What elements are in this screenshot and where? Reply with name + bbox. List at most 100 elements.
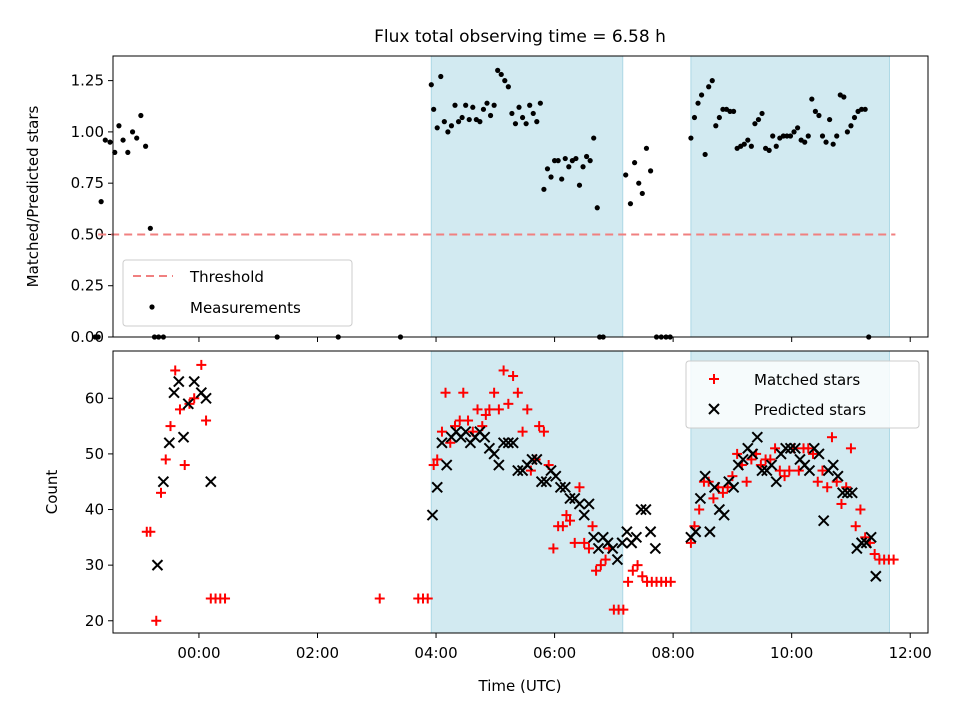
matched-star-point [779, 471, 790, 482]
predicted-star-point-b [163, 437, 176, 449]
matched-star-point [174, 404, 185, 415]
bottom-y-axis-ticks: 20 30 40 50 60 [85, 389, 113, 630]
predicted-star-point [559, 481, 571, 493]
predicted-star-point-b [770, 476, 782, 488]
predicted-star-point-b [846, 487, 858, 499]
matched-star-point [440, 387, 451, 398]
measurement-point [480, 106, 487, 112]
matched-star-point [151, 615, 162, 626]
matched-star-point [428, 460, 439, 471]
measurement-point [745, 137, 751, 143]
measurement-point [129, 129, 136, 135]
bottom-legend: Matched stars Predicted stars [685, 360, 920, 429]
measurement-point [784, 133, 790, 139]
measurement-point [452, 102, 458, 108]
predicted-star-point-b [564, 492, 576, 505]
y-tick-label: 0.50 [71, 225, 104, 243]
measurement-point [713, 123, 719, 129]
predicted-star-point-b [794, 453, 806, 466]
measurement-point [709, 78, 715, 84]
predicted-star-point [630, 531, 643, 544]
predicted-star-point-b [836, 487, 849, 499]
measurement-point [541, 186, 547, 192]
measurement-point [555, 158, 561, 164]
measurement-point [636, 180, 642, 186]
matched-star-point [189, 393, 200, 404]
matched-star-point [888, 554, 899, 565]
predicted-star-point-b [708, 481, 721, 493]
matched-star-point [538, 426, 549, 437]
predicted-star-point-b [827, 459, 839, 471]
predicted-star-point-b [182, 398, 194, 410]
matched-star-point [741, 476, 752, 487]
matched-star-point [793, 465, 804, 476]
matched-star-point [564, 515, 575, 526]
predicted-star-point [813, 448, 825, 460]
matched-star-point [196, 359, 207, 370]
measurement-point [516, 104, 522, 110]
predicted-star-point-b [817, 514, 830, 527]
measurement-point [741, 141, 747, 147]
shaded-interval-1 [690, 55, 890, 338]
top-legend: Threshold Measurements [122, 259, 353, 327]
measurement-point [695, 100, 701, 106]
measurement-point [594, 205, 600, 211]
matched-star-point [220, 593, 231, 604]
top-legend-box [122, 259, 353, 327]
x-tick-label: 12:00 [889, 644, 932, 662]
measurement-point [716, 114, 722, 121]
matched-star-point [561, 510, 572, 521]
measurement-point [859, 106, 865, 112]
x-tick-label: 06:00 [533, 644, 576, 662]
measurement-point [537, 100, 543, 106]
matched-star-point [784, 465, 795, 476]
matched-star-point [579, 537, 590, 548]
measurement-point [834, 133, 840, 139]
matched-star-point [480, 409, 491, 420]
measurement-point [523, 121, 529, 127]
predicted-star-point [817, 514, 830, 527]
predicted-star-point-b [554, 481, 567, 493]
matched-star-point [160, 454, 171, 465]
predicted-star-point [493, 459, 505, 471]
measurement-point [559, 176, 565, 182]
y-tick-label: 50 [85, 445, 104, 463]
matched-star-point [170, 365, 181, 376]
measurement-point [147, 225, 153, 231]
predicted-star-point-b [512, 464, 524, 477]
x-tick-label: 00:00 [177, 644, 220, 662]
measurement-point [759, 110, 765, 117]
predicted-star-point [694, 492, 707, 505]
predicted-star-point-b [718, 509, 730, 521]
measurement-point [748, 143, 754, 149]
matched-star-point [665, 576, 676, 587]
measurement-point [773, 143, 779, 149]
measurement-point [688, 135, 694, 141]
predicted-star-point-b [606, 542, 619, 555]
y-tick-label: 20 [85, 612, 104, 630]
predicted-star-point-b [200, 392, 212, 404]
measurement-point [544, 166, 551, 172]
predicted-star-point-b [526, 453, 538, 466]
measurement-point [727, 108, 733, 114]
predicted-star-point-b [765, 459, 778, 471]
y-tick-label: 1.00 [71, 123, 104, 141]
predicted-star-point-b [597, 531, 609, 544]
matched-star-point [201, 415, 212, 426]
matched-star-point [574, 482, 585, 493]
predicted-star-point-b [431, 481, 443, 493]
predicted-star-points [151, 375, 882, 582]
measurement-point [752, 121, 758, 127]
matched-star-point [869, 549, 880, 560]
measurement-point [591, 135, 597, 141]
bottom-x-axis-ticks: 00:00 02:00 04:00 06:00 08:00 10:00 12:00 [177, 633, 932, 662]
predicted-star-point [592, 542, 605, 555]
predicted-star-point-b [583, 498, 595, 510]
top-shaded-intervals [430, 55, 890, 338]
predicted-star-point-b [488, 448, 500, 460]
predicted-star-point [756, 464, 768, 477]
predicted-star-point [708, 481, 721, 493]
matched-star-point [600, 554, 611, 565]
predicted-star-point-b [474, 425, 486, 438]
predicted-star-point-b [535, 476, 548, 488]
